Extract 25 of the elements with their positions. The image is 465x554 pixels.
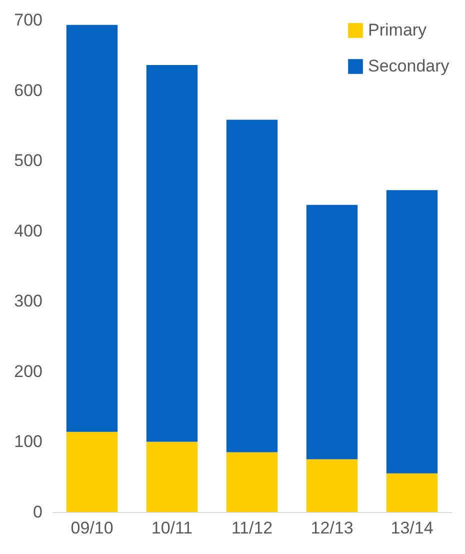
bar (226, 452, 278, 512)
bar (146, 64, 198, 442)
y-tick-label: 500 (14, 151, 42, 170)
legend-label: Secondary (368, 56, 450, 76)
bar (146, 442, 198, 512)
x-tick-label: 13/14 (390, 518, 434, 538)
bar (386, 190, 438, 474)
x-tick-label: 09/10 (70, 518, 114, 538)
y-tick-label: 0 (33, 502, 42, 522)
bar (306, 459, 358, 512)
bar (66, 24, 118, 432)
x-tick-label: 12/13 (310, 518, 354, 538)
legend-label: Primary (368, 20, 428, 40)
y-tick-label: 700 (14, 10, 42, 30)
y-tick-label: 300 (14, 292, 42, 311)
y-tick-label: 200 (14, 362, 42, 381)
bar (226, 120, 278, 452)
bar (386, 473, 438, 512)
y-tick-label: 100 (14, 432, 42, 452)
bar (306, 204, 358, 460)
x-tick-label: 10/11 (151, 518, 193, 538)
y-tick-label: 400 (14, 221, 42, 240)
bar (66, 432, 118, 512)
y-tick-label: 600 (14, 80, 42, 100)
x-tick-label: 11/12 (231, 518, 273, 538)
